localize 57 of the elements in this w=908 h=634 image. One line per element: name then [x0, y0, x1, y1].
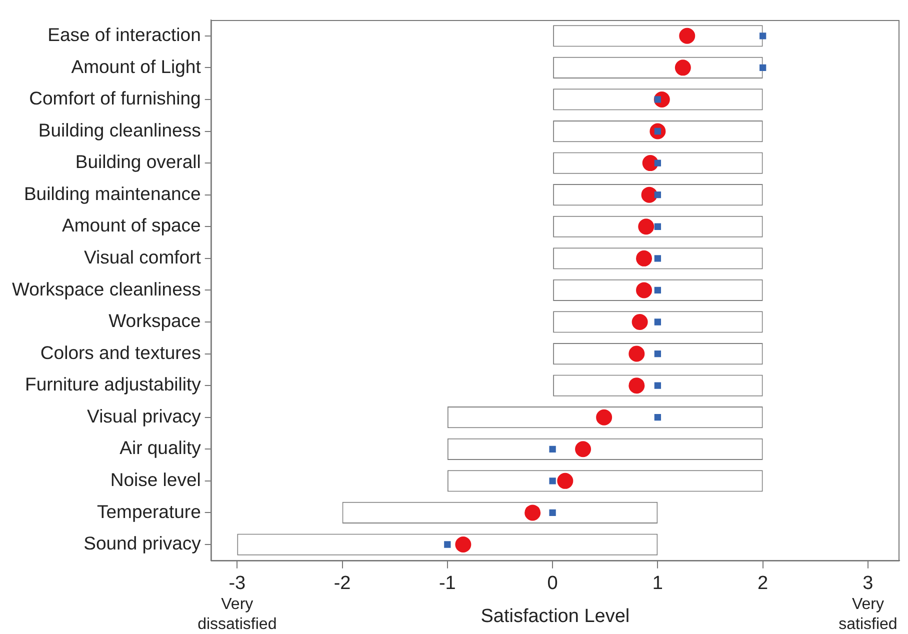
point	[654, 223, 662, 230]
point	[636, 250, 652, 266]
x-tick-label: 0	[547, 573, 558, 594]
point	[638, 218, 654, 235]
y-tick-label: Visual comfort	[84, 246, 201, 268]
point	[524, 504, 541, 521]
y-tick-label: Furniture adjustability	[25, 374, 202, 395]
x-tick-label: 3	[862, 573, 874, 594]
text: Very dissatisfied	[198, 596, 277, 633]
y-tick-label: Air quality	[120, 437, 202, 458]
point	[628, 346, 645, 362]
y-tick-label: Comfort of furnishing	[29, 88, 201, 109]
x-tick-label: -1	[438, 573, 456, 594]
y-tick-label: Building maintenance	[24, 182, 201, 204]
point	[679, 28, 696, 44]
y-tick-label: Building cleanliness	[38, 119, 201, 140]
point	[636, 282, 652, 298]
point	[674, 60, 691, 76]
x-tick-label: 2	[758, 573, 768, 594]
y-tick-label: Noise level	[110, 469, 201, 490]
point	[455, 536, 472, 553]
y-tick-label: Workspace	[108, 310, 201, 332]
y-tick-label: Amount of space	[62, 214, 201, 236]
point	[654, 318, 662, 326]
point	[654, 160, 662, 166]
point	[549, 446, 556, 452]
y-tick-label: Building overall	[75, 151, 201, 172]
point	[549, 509, 556, 516]
point	[444, 541, 451, 548]
point	[759, 32, 766, 40]
point	[596, 409, 612, 426]
point	[654, 255, 662, 262]
point	[654, 382, 662, 389]
point	[549, 478, 556, 484]
y-tick-label: Sound privacy	[84, 532, 202, 554]
y-tick-label: Amount of Light	[71, 56, 201, 77]
y-tick-label: Colors and textures	[40, 342, 201, 363]
point	[759, 64, 766, 72]
point	[632, 314, 648, 330]
point	[654, 192, 662, 198]
point	[654, 96, 662, 103]
x-tick-label: -2	[334, 573, 351, 594]
point	[575, 441, 592, 458]
point	[654, 414, 662, 421]
y-tick-label: Temperature	[97, 500, 201, 522]
y-tick-label: Workspace cleanliness	[12, 278, 201, 300]
point	[654, 286, 662, 294]
point	[641, 186, 658, 203]
x-tick-label: 1	[652, 573, 663, 594]
point	[654, 350, 662, 358]
point	[557, 472, 574, 489]
point	[628, 378, 645, 394]
text: Very satisfied	[838, 596, 898, 633]
x-axis-title: Satisfaction Level	[480, 606, 630, 627]
y-tick-label: Visual privacy	[87, 405, 202, 426]
y-tick-label: Ease of interaction	[48, 24, 201, 45]
x-tick-label: -3	[228, 573, 246, 594]
